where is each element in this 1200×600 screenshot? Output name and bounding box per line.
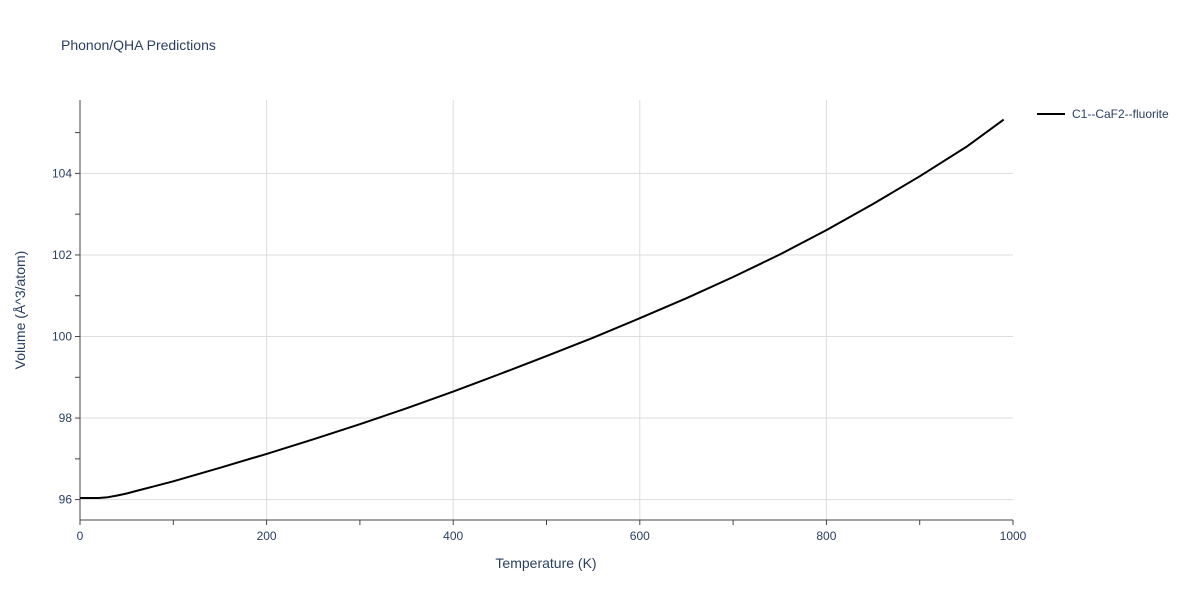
y-tick-label: 98 <box>59 411 73 425</box>
chart-title: Phonon/QHA Predictions <box>61 37 216 53</box>
x-tick-label: 1000 <box>1000 529 1027 543</box>
y-tick-label: 104 <box>52 166 72 180</box>
y-tick-label: 102 <box>52 248 72 262</box>
x-tick-label: 0 <box>77 529 84 543</box>
x-tick-label: 200 <box>257 529 277 543</box>
plot-area <box>80 118 1005 499</box>
y-axis-ticks: 96 98 100 102 104 <box>52 132 80 507</box>
x-tick-label: 800 <box>816 529 836 543</box>
series-line <box>80 118 1005 499</box>
y-tick-label: 100 <box>52 330 72 344</box>
x-axis-label: Temperature (K) <box>495 555 596 571</box>
axes <box>79 100 1013 521</box>
y-tick-label: 96 <box>59 493 73 507</box>
legend[interactable]: C1--CaF2--fluorite <box>1037 107 1169 121</box>
legend-label[interactable]: C1--CaF2--fluorite <box>1072 107 1169 121</box>
y-axis-label: Volume (Å^3/atom) <box>12 251 28 370</box>
grid <box>80 100 1013 520</box>
x-tick-label: 600 <box>630 529 650 543</box>
x-axis-ticks: 0 200 400 600 800 1000 <box>77 520 1027 543</box>
x-tick-label: 400 <box>443 529 463 543</box>
